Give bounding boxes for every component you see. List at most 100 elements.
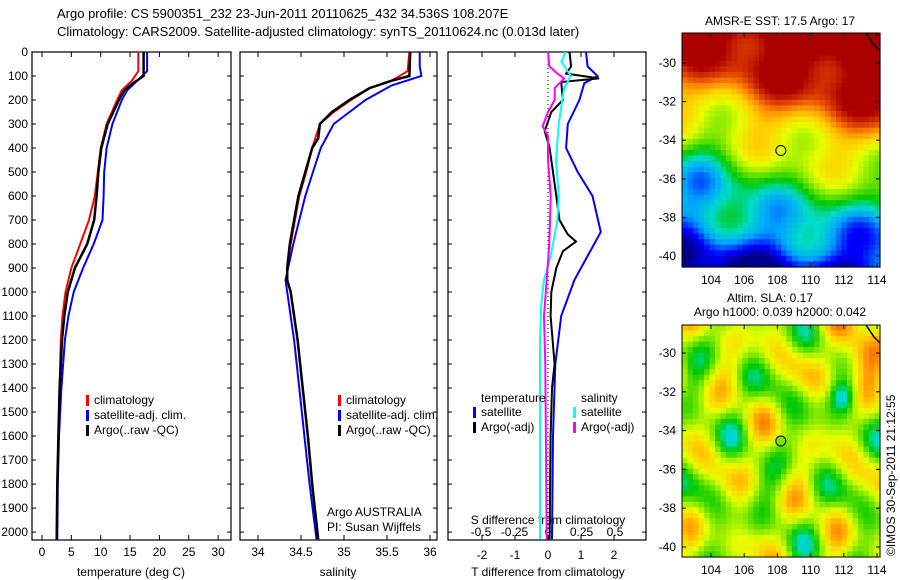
map-cell — [863, 155, 870, 162]
map-cell — [709, 540, 716, 547]
map-cell — [770, 496, 777, 503]
map-cell — [682, 83, 689, 90]
map-cell — [731, 369, 738, 376]
x-tick-label: 5 — [68, 545, 75, 559]
map-cell — [682, 485, 689, 492]
map-cell — [836, 99, 843, 107]
map-cell — [715, 94, 722, 101]
map-cell — [852, 228, 859, 235]
map-cell — [836, 233, 843, 240]
map-cell — [847, 523, 854, 530]
map-cell — [814, 83, 821, 90]
map-cell — [869, 336, 876, 343]
map-cell — [819, 523, 826, 530]
map-cell — [786, 363, 793, 370]
map-cell — [847, 127, 854, 134]
map-cell — [753, 250, 760, 257]
map-cell — [830, 358, 837, 365]
map-cell — [726, 239, 733, 246]
map-cell — [704, 183, 711, 190]
map-cell — [847, 430, 854, 437]
map-cell — [819, 402, 826, 409]
map-cell — [764, 358, 771, 365]
map-cell — [808, 551, 815, 558]
map-cell — [737, 479, 744, 486]
map-cell — [808, 239, 815, 246]
map-cell — [863, 72, 870, 79]
map-cell — [693, 200, 700, 207]
map-cell — [841, 216, 848, 224]
map-cell — [814, 116, 821, 123]
map-cell — [715, 72, 722, 79]
map-cell — [737, 457, 744, 464]
map-cell — [797, 161, 804, 168]
map-cell — [869, 496, 876, 503]
map-cell — [781, 496, 788, 503]
x-tick-label: 30 — [211, 545, 225, 559]
map-cell — [847, 222, 854, 229]
map-cell — [863, 222, 870, 229]
map-cell — [748, 172, 755, 179]
map-cell — [753, 55, 760, 62]
map-cell — [693, 468, 700, 475]
map-cell — [874, 341, 881, 348]
map-cell — [770, 325, 777, 332]
map-cell — [792, 523, 799, 530]
map-cell — [808, 540, 815, 547]
map-cell — [830, 457, 837, 464]
map-cell — [748, 512, 755, 519]
map-cell — [748, 133, 755, 140]
map-cell — [770, 413, 777, 420]
map-cell — [720, 507, 727, 514]
map-cell — [863, 496, 870, 503]
map-cell — [715, 452, 722, 459]
map-cell — [874, 446, 881, 453]
map-cell — [830, 529, 837, 536]
map-cell — [858, 435, 865, 442]
map-cell — [709, 55, 716, 62]
map-cell — [775, 507, 782, 514]
map-cell — [720, 194, 727, 201]
map-cell — [836, 216, 843, 224]
map-cell — [792, 33, 799, 40]
map-cell — [797, 358, 804, 365]
map-cell — [753, 374, 760, 381]
map-cell — [726, 111, 733, 118]
map-cell — [847, 413, 854, 420]
map-cell — [693, 55, 700, 62]
map-cell — [797, 122, 804, 129]
map-cell — [781, 94, 788, 101]
map-cell — [825, 60, 832, 68]
map-cell — [825, 341, 832, 348]
map-cell — [748, 211, 755, 218]
map-cell — [841, 205, 848, 212]
map-cell — [775, 418, 782, 425]
sla-map-title: Altim. SLA: 0.17 — [727, 291, 813, 305]
map-cell — [869, 501, 876, 508]
map-cell — [687, 216, 694, 224]
sst-map-frame — [681, 32, 881, 268]
map-cell — [792, 172, 799, 179]
map-cell — [682, 496, 689, 503]
map-cell — [720, 468, 727, 475]
map-cell — [709, 228, 716, 235]
map-cell — [830, 385, 837, 392]
map-cell — [748, 407, 755, 414]
map-cell — [775, 529, 782, 536]
map-cell — [781, 479, 788, 486]
map-cell — [803, 133, 810, 140]
map-cell — [803, 341, 810, 348]
map-cell — [687, 155, 694, 162]
map-cell — [841, 523, 848, 530]
map-cell — [847, 250, 854, 257]
map-cell — [786, 485, 793, 492]
map-cell — [852, 336, 859, 343]
map-cell — [770, 105, 777, 112]
map-cell — [742, 72, 749, 79]
map-cell — [852, 441, 859, 448]
map-cell — [753, 144, 760, 151]
map-cell — [863, 424, 870, 431]
map-cell — [682, 330, 689, 337]
map-cell — [841, 485, 848, 492]
map-cell — [808, 222, 815, 229]
